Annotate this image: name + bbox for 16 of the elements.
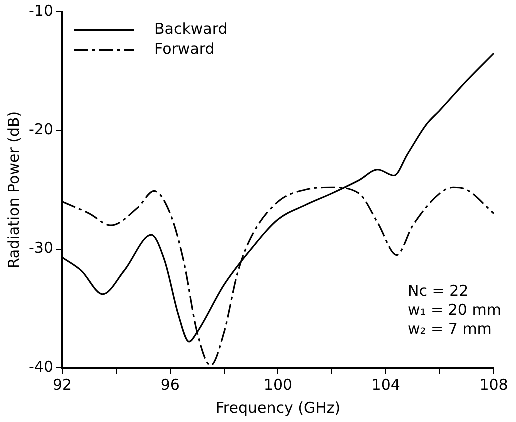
x-tick-label: 92 (52, 376, 72, 394)
y-tick-label: -40 (29, 358, 54, 376)
legend-label: Forward (154, 40, 215, 58)
x-tick-label: 100 (264, 376, 293, 394)
legend-label: Backward (154, 20, 228, 38)
x-tick-label: 96 (160, 376, 180, 394)
y-axis-title: Radiation Power (dB) (4, 111, 23, 269)
y-tick-label: -20 (29, 120, 54, 139)
x-tick-label: 108 (480, 376, 508, 394)
x-tick-label: 104 (372, 376, 400, 394)
x-axis-title: Frequency (GHz) (216, 398, 341, 417)
y-tick-label: -10 (29, 2, 54, 20)
y-tick-label: -30 (29, 239, 54, 258)
annotation: Nc = 22 (408, 282, 470, 301)
annotation: w₁ = 20 mm (408, 301, 502, 320)
annotation: w₂ = 7 mm (408, 320, 493, 339)
